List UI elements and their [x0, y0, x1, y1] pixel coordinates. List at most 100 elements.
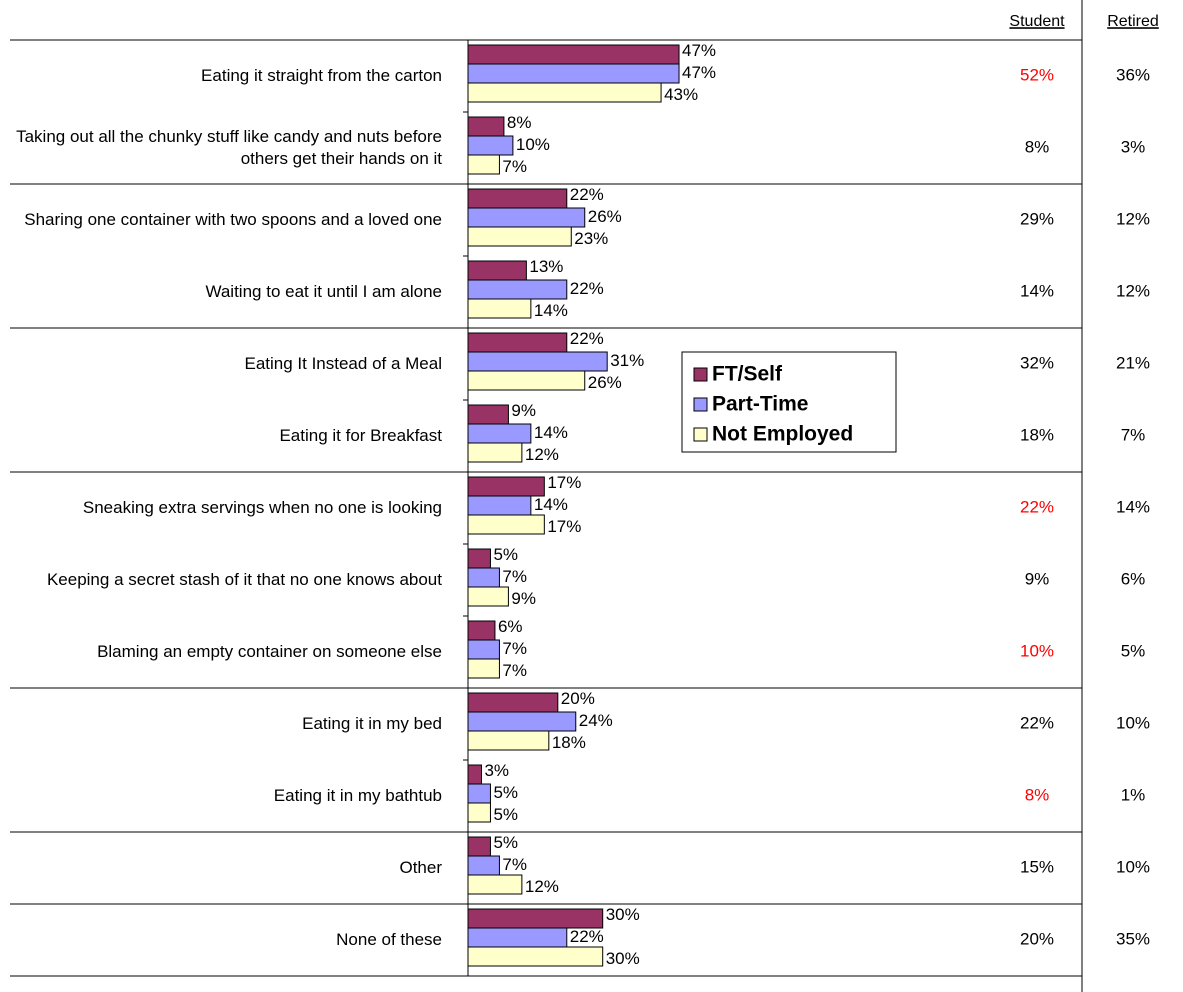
value-label: 7%: [502, 567, 527, 586]
bar: [467, 711, 577, 732]
table-cell: 14%: [1116, 497, 1150, 516]
legend-box: [681, 351, 897, 453]
table-cell: 22%: [1020, 497, 1054, 516]
value-label: 12%: [525, 877, 559, 896]
table-cell: 21%: [1116, 353, 1150, 372]
bar: [467, 370, 586, 391]
category-label: Eating It Instead of a Meal: [244, 354, 442, 373]
column-header: Student: [1009, 13, 1065, 30]
value-label: 43%: [664, 85, 698, 104]
category-label: Eating it in my bathtub: [273, 786, 442, 805]
table-cell: 20%: [1020, 929, 1054, 948]
bar: [467, 116, 505, 137]
value-label: 30%: [606, 949, 640, 968]
bar: [467, 567, 500, 588]
bar: [467, 730, 550, 751]
table-cell: 3%: [1121, 137, 1146, 156]
value-label: 5%: [493, 805, 518, 824]
value-label: 22%: [570, 279, 604, 298]
bar: [467, 207, 586, 228]
legend-label: Not Employed: [712, 423, 853, 446]
table-cell: 18%: [1020, 425, 1054, 444]
value-label: 7%: [502, 639, 527, 658]
value-label: 6%: [498, 617, 523, 636]
table-cell: 15%: [1020, 857, 1054, 876]
category-label: Taking out all the chunky stuff like can…: [16, 127, 442, 168]
value-label: 24%: [579, 711, 613, 730]
table-cell: 1%: [1121, 785, 1146, 804]
value-label: 17%: [547, 517, 581, 536]
value-label: 10%: [516, 135, 550, 154]
table-cell: 14%: [1020, 281, 1054, 300]
value-label: 5%: [493, 833, 518, 852]
table-cell: 36%: [1116, 65, 1150, 84]
legend-swatch: [693, 367, 708, 382]
table-cell: 9%: [1025, 569, 1050, 588]
bar: [467, 620, 496, 641]
category-label: Keeping a secret stash of it that no one…: [46, 570, 442, 589]
table-cell: 5%: [1121, 641, 1146, 660]
bar: [467, 351, 608, 372]
value-label: 30%: [606, 905, 640, 924]
legend: FT/Self Part-Time Not Employed: [681, 351, 897, 453]
table-cell: 22%: [1020, 713, 1054, 732]
category-label: Eating it in my bed: [302, 714, 442, 733]
value-label: 5%: [493, 783, 518, 802]
bar: [467, 423, 532, 444]
value-label: 26%: [588, 207, 622, 226]
category-label: Sharing one container with two spoons an…: [24, 210, 442, 229]
bar: [467, 135, 514, 156]
table-cell: 7%: [1121, 425, 1146, 444]
bar: [467, 82, 662, 103]
value-label: 12%: [525, 445, 559, 464]
legend-label: Part-Time: [712, 393, 808, 416]
value-label: 22%: [570, 329, 604, 348]
bar: [467, 495, 532, 516]
bar: [467, 404, 509, 425]
table-cell: 10%: [1020, 641, 1054, 660]
bar: [467, 548, 491, 569]
value-label: 22%: [570, 927, 604, 946]
bar: [467, 836, 491, 857]
bar: [467, 692, 559, 713]
value-label: 7%: [502, 855, 527, 874]
column-header: Retired: [1107, 13, 1159, 30]
value-label: 5%: [493, 545, 518, 564]
value-label: 14%: [534, 495, 568, 514]
category-label: Blaming an empty container on someone el…: [97, 642, 442, 661]
legend-swatch: [693, 397, 708, 412]
category-label: Waiting to eat it until I am alone: [205, 282, 442, 301]
value-label: 9%: [511, 589, 536, 608]
category-label: Other: [399, 858, 442, 877]
value-label: 7%: [502, 661, 527, 680]
bar: [467, 188, 568, 209]
table-cell: 35%: [1116, 929, 1150, 948]
bar: [467, 44, 680, 65]
table-cell: 8%: [1025, 137, 1050, 156]
value-label: 8%: [507, 113, 532, 132]
value-label: 18%: [552, 733, 586, 752]
bar: [467, 946, 604, 967]
bar: [467, 226, 572, 247]
table-cell: 32%: [1020, 353, 1054, 372]
value-label: 9%: [511, 401, 536, 420]
category-label: Eating it for Breakfast: [279, 426, 442, 445]
table-cell: 12%: [1116, 281, 1150, 300]
bar: [467, 63, 680, 84]
table-cell: 10%: [1116, 857, 1150, 876]
bar: [467, 260, 527, 281]
table-cell: 10%: [1116, 713, 1150, 732]
bar: [467, 586, 509, 607]
bar: [467, 154, 500, 175]
value-label: 20%: [561, 689, 595, 708]
bar: [467, 802, 491, 823]
bar: [467, 908, 604, 929]
value-label: 17%: [547, 473, 581, 492]
value-label: 14%: [534, 423, 568, 442]
value-label: 7%: [502, 157, 527, 176]
value-label: 14%: [534, 301, 568, 320]
value-label: 47%: [682, 63, 716, 82]
bar: [467, 855, 500, 876]
